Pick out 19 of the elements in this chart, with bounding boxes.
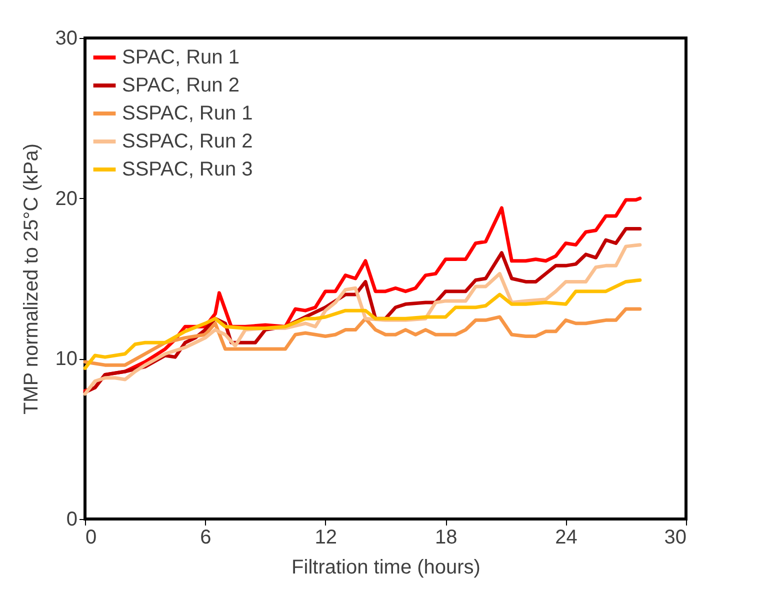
legend-label: SPAC, Run 2 — [122, 74, 240, 96]
y-tick-label: 30 — [55, 28, 78, 50]
x-tick-label: 24 — [555, 526, 578, 548]
legend-label: SSPAC, Run 3 — [122, 158, 253, 180]
x-axis-title: Filtration time (hours) — [292, 556, 480, 578]
legend-label: SSPAC, Run 2 — [122, 130, 253, 152]
legend-label: SSPAC, Run 1 — [122, 102, 253, 124]
x-tick-label: 30 — [664, 526, 686, 548]
line-series — [83, 278, 642, 370]
x-tick-label: 18 — [434, 526, 458, 548]
x-tick-label: 6 — [200, 526, 212, 548]
legend-label: SPAC, Run 1 — [122, 46, 240, 68]
y-tick-label: 0 — [66, 508, 78, 530]
y-tick-label: 10 — [55, 348, 78, 370]
x-tick-label: 12 — [314, 526, 338, 548]
x-tick-label: 0 — [86, 526, 97, 548]
y-tick-label: 20 — [55, 188, 78, 210]
line-series — [83, 307, 642, 367]
y-axis-title: TMP normalized to 25°C (kPa) — [20, 143, 42, 415]
